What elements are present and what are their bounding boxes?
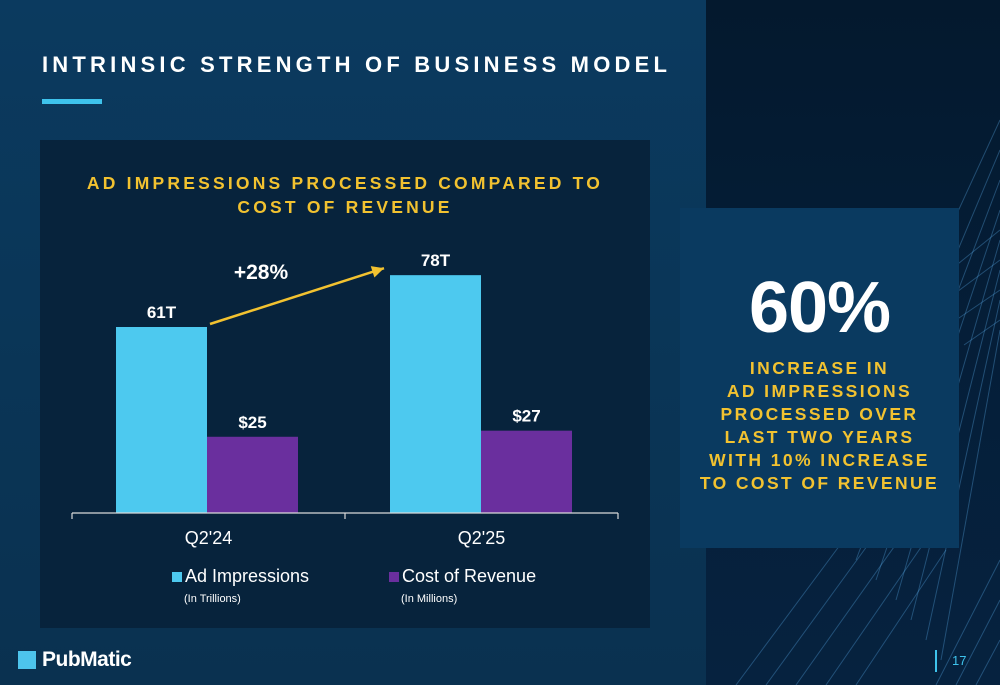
bar-cost-of-revenue-q2-24 — [207, 436, 298, 513]
kpi-line-5: WITH 10% INCREASE — [709, 450, 930, 470]
logo-text: PubMatic — [42, 648, 132, 671]
chart-title-line-2: COST OF REVENUE — [237, 197, 453, 217]
kpi-value: 60% — [748, 268, 891, 348]
chart-panel: AD IMPRESSIONS PROCESSED COMPARED TO COS… — [40, 140, 650, 628]
legend-label-cost-of-revenue: Cost of Revenue — [402, 566, 537, 586]
page-number-divider — [935, 650, 937, 672]
kpi-box: 60% INCREASE IN AD IMPRESSIONS PROCESSED… — [680, 208, 959, 548]
chart-title: AD IMPRESSIONS PROCESSED COMPARED TO COS… — [40, 171, 650, 219]
legend-unit-cost-of-revenue: (In Millions) — [401, 593, 458, 605]
kpi-line-3: PROCESSED OVER — [720, 404, 919, 424]
bar-cost-of-revenue-q2-25 — [481, 430, 572, 513]
page-number: 17 — [952, 653, 967, 668]
title-underline — [42, 99, 102, 104]
growth-arrow-line — [209, 266, 385, 326]
growth-annotation-label: +28% — [234, 261, 289, 284]
legend-item-ad-impressions: Ad Impressions (In Trillions) — [172, 566, 309, 605]
growth-arrow-head-icon — [370, 266, 384, 278]
kpi-line-2: AD IMPRESSIONS — [726, 381, 913, 401]
legend-swatch-ad-impressions — [172, 571, 182, 582]
logo-mark-icon — [18, 651, 36, 669]
bar-chart: 61T $25 78T $27 Q2'24 Q2'25 +28% — [71, 251, 619, 548]
bar-ad-impressions-q2-24 — [116, 327, 207, 513]
kpi-line-1: INCREASE IN — [749, 358, 890, 378]
chart-title-line-1: AD IMPRESSIONS PROCESSED COMPARED TO — [86, 173, 604, 193]
page-title: INTRINSIC STRENGTH OF BUSINESS MODEL — [42, 52, 672, 77]
pubmatic-logo: PubMatic — [18, 648, 132, 672]
data-label-cost-of-revenue-q2-24: $25 — [238, 413, 266, 432]
legend-label-ad-impressions: Ad Impressions — [185, 566, 310, 586]
legend-unit-ad-impressions: (In Trillions) — [184, 593, 241, 605]
kpi-line-4: LAST TWO YEARS — [724, 427, 915, 447]
x-tick-label-q2-24: Q2'24 — [185, 528, 232, 548]
data-label-ad-impressions-q2-25: 78T — [421, 251, 451, 270]
legend-swatch-cost-of-revenue — [389, 571, 399, 582]
kpi-description: INCREASE IN AD IMPRESSIONS PROCESSED OVE… — [680, 357, 959, 495]
bar-ad-impressions-q2-25 — [390, 275, 481, 513]
x-tick-label-q2-25: Q2'25 — [458, 528, 505, 548]
kpi-line-6: TO COST OF REVENUE — [699, 473, 940, 493]
legend-item-cost-of-revenue: Cost of Revenue (In Millions) — [389, 566, 536, 605]
data-label-ad-impressions-q2-24: 61T — [147, 303, 177, 322]
data-label-cost-of-revenue-q2-25: $27 — [512, 407, 540, 426]
